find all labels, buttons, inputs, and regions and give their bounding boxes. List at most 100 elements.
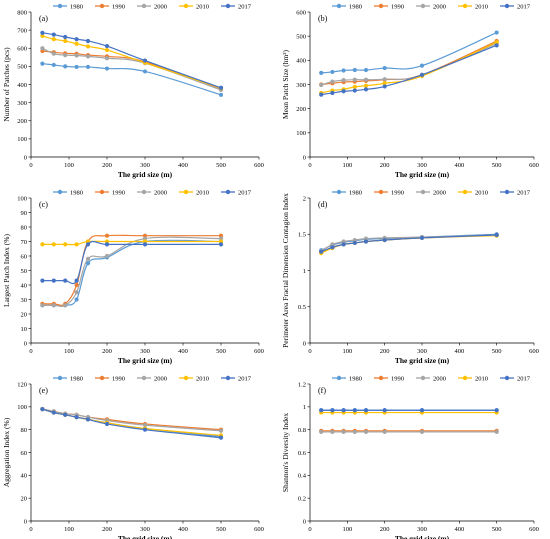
x-tick-label: 100 [342,526,352,533]
legend-entry-2010: 2010 [179,375,209,382]
legend-label: 2017 [517,375,531,382]
legend-label: 2017 [238,189,252,196]
data-point-2000-60 [330,79,335,84]
y-tick-label: 400 [17,82,27,89]
series-2017 [40,30,224,90]
x-tick-label: 400 [178,526,188,533]
data-point-1980-90 [63,64,68,69]
y-tick-label: 20 [21,495,28,502]
data-point-1980-500 [494,30,499,35]
x-tick-label: 400 [178,162,188,169]
legend-entry-2000: 2000 [137,3,167,10]
data-point-2000-90 [63,53,68,58]
data-point-2017-300 [419,72,425,77]
panel-label: (f) [318,386,326,395]
data-point-2017-200 [382,408,387,413]
data-point-1980-150 [85,64,91,70]
legend-label: 1980 [349,3,362,10]
legend-entry-2017: 2017 [500,3,531,10]
data-point-1980-200 [104,66,110,71]
y-tick-label: 0.4 [298,473,307,480]
x-tick-label: 200 [380,162,390,169]
x-tick-label: 200 [102,348,112,355]
legend-label: 2000 [154,189,167,196]
data-point-2017-200 [104,421,110,427]
data-point-1980-30 [40,61,45,66]
data-point-1980-60 [330,69,335,75]
y-tick-label: 100 [17,136,27,143]
y-tick-label: 600 [17,46,27,53]
data-point-2017-500 [494,232,499,238]
data-point-2000-300 [142,236,148,241]
legend-marker [183,189,189,195]
y-tick-label: 1.2 [298,381,306,388]
data-point-2017-300 [142,242,148,247]
data-point-2000-200 [382,429,387,435]
x-tick-label: 400 [454,348,464,355]
series-line-1990 [42,50,222,91]
data-point-2017-200 [382,237,387,243]
data-point-2000-90 [341,429,346,435]
legend-entry-1990: 1990 [374,189,404,196]
series-line-2000 [320,234,497,252]
legend-label: 2017 [238,3,252,10]
data-point-1980-90 [341,68,346,73]
legend-label: 1990 [391,189,404,196]
legend-label: 1990 [112,3,125,10]
legend-entry-2010: 2010 [458,189,488,196]
data-point-2017-30 [40,407,45,412]
legend-entry-1980: 1980 [53,375,83,382]
data-point-2017-90 [341,89,346,94]
legend-marker [462,375,468,381]
x-tick-label: 300 [140,348,150,355]
data-point-2017-300 [419,408,425,413]
x-tick-label: 0 [308,526,311,533]
legend-entry-2017: 2017 [221,3,252,10]
data-point-2017-60 [51,410,56,415]
x-tick-label: 0 [308,162,311,169]
data-point-2017-120 [74,37,79,42]
data-point-2000-90 [63,303,68,308]
series-2010 [319,410,499,415]
series-1980 [40,239,224,308]
data-point-2010-200 [104,239,110,244]
data-point-2017-500 [494,408,499,413]
x-tick-label: 400 [454,162,464,169]
legend-entry-2000: 2000 [416,3,446,10]
data-point-1980-300 [142,69,148,74]
data-point-1980-120 [74,297,79,302]
y-axis-label: Number of Patches (pcs) [2,47,11,122]
data-point-2010-30 [40,242,45,247]
legend-marker [336,189,342,195]
y-tick-label: 100 [17,404,27,411]
data-point-2000-120 [74,53,79,58]
data-point-2017-300 [419,235,425,240]
data-point-2017-150 [85,38,91,44]
data-point-2000-200 [104,253,110,259]
y-tick-label: 0 [24,154,27,161]
legend-marker [57,3,63,9]
data-point-2000-150 [363,236,369,241]
data-point-2017-120 [74,415,79,420]
data-point-2017-30 [319,249,324,254]
data-point-2000-300 [419,429,425,435]
data-point-2017-500 [218,242,224,247]
series-line-1980 [42,239,222,307]
data-point-2010-90 [63,242,68,247]
data-point-2010-60 [51,242,56,247]
x-tick-label: 400 [454,526,464,533]
legend-entry-2010: 2010 [458,375,488,382]
y-tick-label: 0 [24,518,27,525]
chart-panel-b: 0 100 200 300 400 500 600 0 100 200 300 400 500 600 Th… [281,3,539,179]
legend-marker [378,189,384,195]
series-line-2000 [42,236,222,307]
legend-marker [99,189,105,195]
series-2010 [40,239,224,247]
data-point-2010-500 [494,40,499,45]
data-point-2017-60 [51,278,56,283]
data-point-2017-90 [341,242,346,247]
x-tick-label: 500 [216,162,226,169]
data-point-2017-150 [85,417,91,422]
x-axis-label: The grid size (m) [118,534,173,539]
y-tick-label: 0.6 [298,450,307,457]
